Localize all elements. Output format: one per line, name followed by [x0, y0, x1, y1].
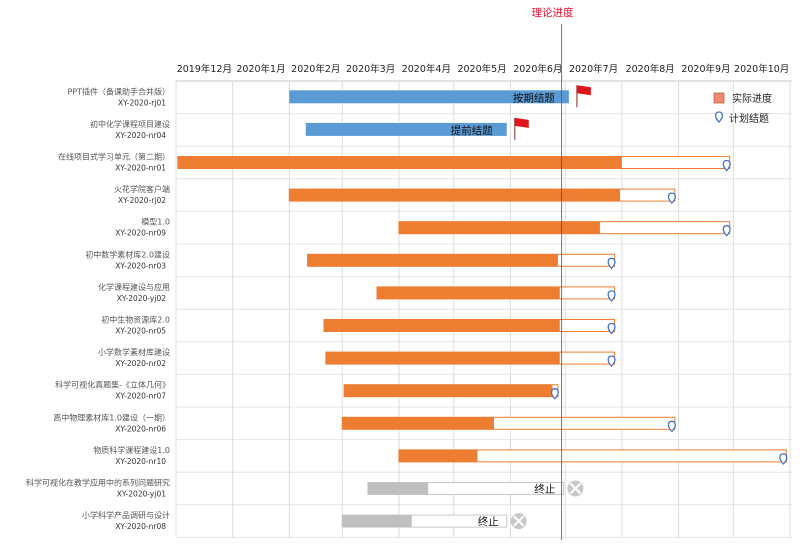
- flag-icon: [576, 85, 591, 96]
- planned-end-marker-icon: [607, 290, 616, 302]
- task-name: 化学课程建设与应用: [98, 282, 170, 292]
- task-code: XY-2020-nr07: [115, 392, 166, 401]
- planned-end-marker-icon: [667, 420, 676, 433]
- task-code: XY-2020-nr05: [115, 327, 166, 336]
- month-tick-label: 2020年2月: [291, 63, 340, 75]
- task-code: XY-2020-nr10: [115, 457, 166, 466]
- task-name: 在线项目式学习单元（第二期）: [58, 152, 170, 162]
- month-tick-label: 2020年8月: [626, 63, 675, 75]
- bar-status-label: 终止: [534, 483, 555, 496]
- actual-bar: [325, 352, 560, 365]
- task-name: 火花学院客户端: [114, 184, 170, 194]
- planned-end-marker-icon: [607, 355, 616, 368]
- month-tick-label: 2020年7月: [569, 63, 618, 75]
- task-code: XY-2020-nr04: [115, 131, 166, 140]
- month-tick-label: 2020年4月: [402, 63, 451, 75]
- actual-bar: [398, 449, 478, 462]
- planned-end-marker-icon: [722, 225, 731, 237]
- actual-bar: [398, 221, 600, 234]
- actual-bar: [289, 189, 621, 202]
- task-code: XY-2020-yj01: [117, 490, 166, 499]
- task-name: 初中生物资源库2.0: [101, 315, 170, 325]
- task-name: PPT插件（备课助手合并版）: [67, 86, 170, 96]
- month-tick-label: 2020年10月: [734, 63, 789, 75]
- completed-bar: [289, 90, 569, 104]
- actual-bar: [377, 286, 560, 299]
- bar-status-label: 按期结题: [513, 91, 555, 104]
- terminated-icon: [513, 515, 525, 527]
- task-name: 模型1.0: [141, 217, 170, 227]
- task-name: 初中化学课程项目建设: [90, 119, 170, 129]
- task-name: 物质科学课程建设1.0: [93, 445, 170, 455]
- task-code: XY-2020-nr01: [115, 164, 166, 173]
- month-tick-label: 2020年3月: [346, 63, 395, 75]
- planned-end-marker-icon: [722, 159, 731, 172]
- actual-bar: [342, 515, 412, 528]
- planned-end-marker-icon: [714, 111, 724, 123]
- task-code: XY-2020-rj01: [118, 98, 166, 107]
- month-tick-label: 2020年1月: [236, 63, 285, 75]
- month-tick-label: 2020年6月: [513, 63, 562, 75]
- bar-status-label: 终止: [478, 515, 499, 528]
- task-name: 高中物理素材库1.0建设（一期）: [53, 412, 170, 422]
- bar-status-label: 提前结题: [451, 124, 493, 137]
- task-code: XY-2020-nr08: [115, 522, 166, 531]
- actual-bar: [367, 482, 429, 495]
- planned-end-marker-icon: [667, 192, 676, 205]
- legend-actual-label: 实际进度: [732, 92, 772, 105]
- completed-bar: [305, 122, 507, 136]
- actual-bar: [344, 384, 553, 397]
- actual-bar: [307, 254, 558, 267]
- planned-end-marker-icon: [779, 453, 788, 465]
- task-code: XY-2020-rj02: [118, 196, 166, 205]
- terminated-icon: [569, 482, 582, 495]
- actual-bar: [324, 319, 560, 332]
- task-name: 小学数学素材库建设: [98, 347, 170, 357]
- actual-bar: [177, 156, 622, 169]
- month-tick-label: 2019年12月: [177, 63, 232, 75]
- legend-planned-label: 计划结题: [729, 112, 769, 125]
- theory-progress-label: 理论进度: [532, 6, 574, 19]
- actual-bar: [342, 417, 494, 430]
- planned-end-marker-icon: [607, 257, 616, 270]
- planned-end-marker-icon: [607, 322, 616, 335]
- task-name: 初中数学素材库2.0建设: [85, 249, 170, 259]
- legend-actual-swatch: [713, 92, 725, 104]
- planned-end-marker-icon: [550, 388, 559, 400]
- month-tick-label: 2020年9月: [681, 63, 730, 75]
- flag-icon: [514, 117, 529, 128]
- task-name: 科学可视化在教学应用中的系列问题研究: [26, 478, 170, 488]
- task-code: XY-2020-yj02: [117, 294, 166, 303]
- task-name: 科学可视化真题集-《立体几何》: [55, 380, 170, 390]
- task-code: XY-2020-nr06: [115, 424, 166, 433]
- task-code: XY-2020-nr02: [115, 359, 166, 368]
- month-tick-label: 2020年5月: [457, 63, 506, 75]
- task-code: XY-2020-nr09: [115, 229, 166, 238]
- task-name: 小学科学产品调研与设计: [82, 510, 170, 520]
- task-code: XY-2020-nr03: [115, 261, 166, 270]
